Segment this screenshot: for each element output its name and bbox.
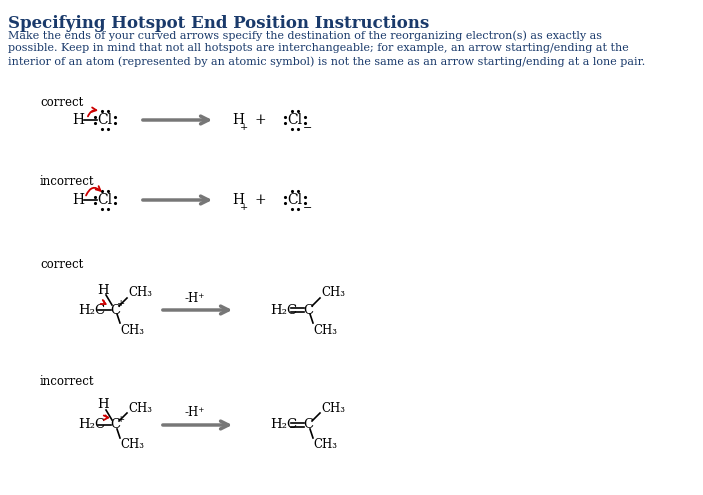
Text: H₂C: H₂C — [270, 418, 297, 432]
Text: Make the ends of your curved arrows specify the destination of the reorganizing : Make the ends of your curved arrows spec… — [8, 30, 602, 41]
Text: −: − — [303, 123, 313, 133]
Text: C: C — [303, 303, 313, 316]
Text: H: H — [97, 398, 109, 411]
Text: H₂C: H₂C — [270, 303, 297, 316]
Text: H: H — [72, 193, 84, 207]
Text: +: + — [240, 122, 248, 132]
Text: possible. Keep in mind that not all hotspots are interchangeable; for example, a: possible. Keep in mind that not all hots… — [8, 43, 628, 53]
Text: -H⁺: -H⁺ — [185, 292, 205, 304]
Text: CH₃: CH₃ — [321, 287, 345, 299]
Text: incorrect: incorrect — [40, 175, 94, 188]
Text: Cl: Cl — [98, 193, 112, 207]
Text: CH₃: CH₃ — [313, 439, 337, 451]
Text: Cl: Cl — [288, 193, 302, 207]
Text: Specifying Hotspot End Position Instructions: Specifying Hotspot End Position Instruct… — [8, 15, 430, 32]
Text: +: + — [254, 113, 266, 127]
Text: CH₃: CH₃ — [321, 401, 345, 414]
Text: H: H — [232, 113, 244, 127]
Text: C: C — [110, 303, 120, 316]
Text: CH₃: CH₃ — [313, 324, 337, 337]
Text: C: C — [110, 418, 120, 432]
Text: CH₃: CH₃ — [120, 439, 144, 451]
Text: −: − — [303, 203, 313, 213]
Text: H: H — [72, 113, 84, 127]
Text: C: C — [303, 418, 313, 432]
Text: incorrect: incorrect — [40, 375, 94, 388]
Text: +: + — [117, 414, 125, 424]
Text: CH₃: CH₃ — [128, 287, 152, 299]
Text: CH₃: CH₃ — [128, 401, 152, 414]
Text: H₂C: H₂C — [78, 303, 105, 316]
Text: H₂C: H₂C — [78, 418, 105, 432]
Text: H: H — [232, 193, 244, 207]
Text: correct: correct — [40, 96, 83, 109]
Text: +: + — [117, 299, 125, 308]
Text: CH₃: CH₃ — [120, 324, 144, 337]
Text: +: + — [240, 202, 248, 211]
Text: +: + — [254, 193, 266, 207]
Text: Cl: Cl — [288, 113, 302, 127]
Text: -H⁺: -H⁺ — [185, 406, 205, 419]
Text: Cl: Cl — [98, 113, 112, 127]
Text: interior of an atom (represented by an atomic symbol) is not the same as an arro: interior of an atom (represented by an a… — [8, 56, 645, 66]
Text: correct: correct — [40, 258, 83, 271]
Text: H: H — [97, 284, 109, 297]
